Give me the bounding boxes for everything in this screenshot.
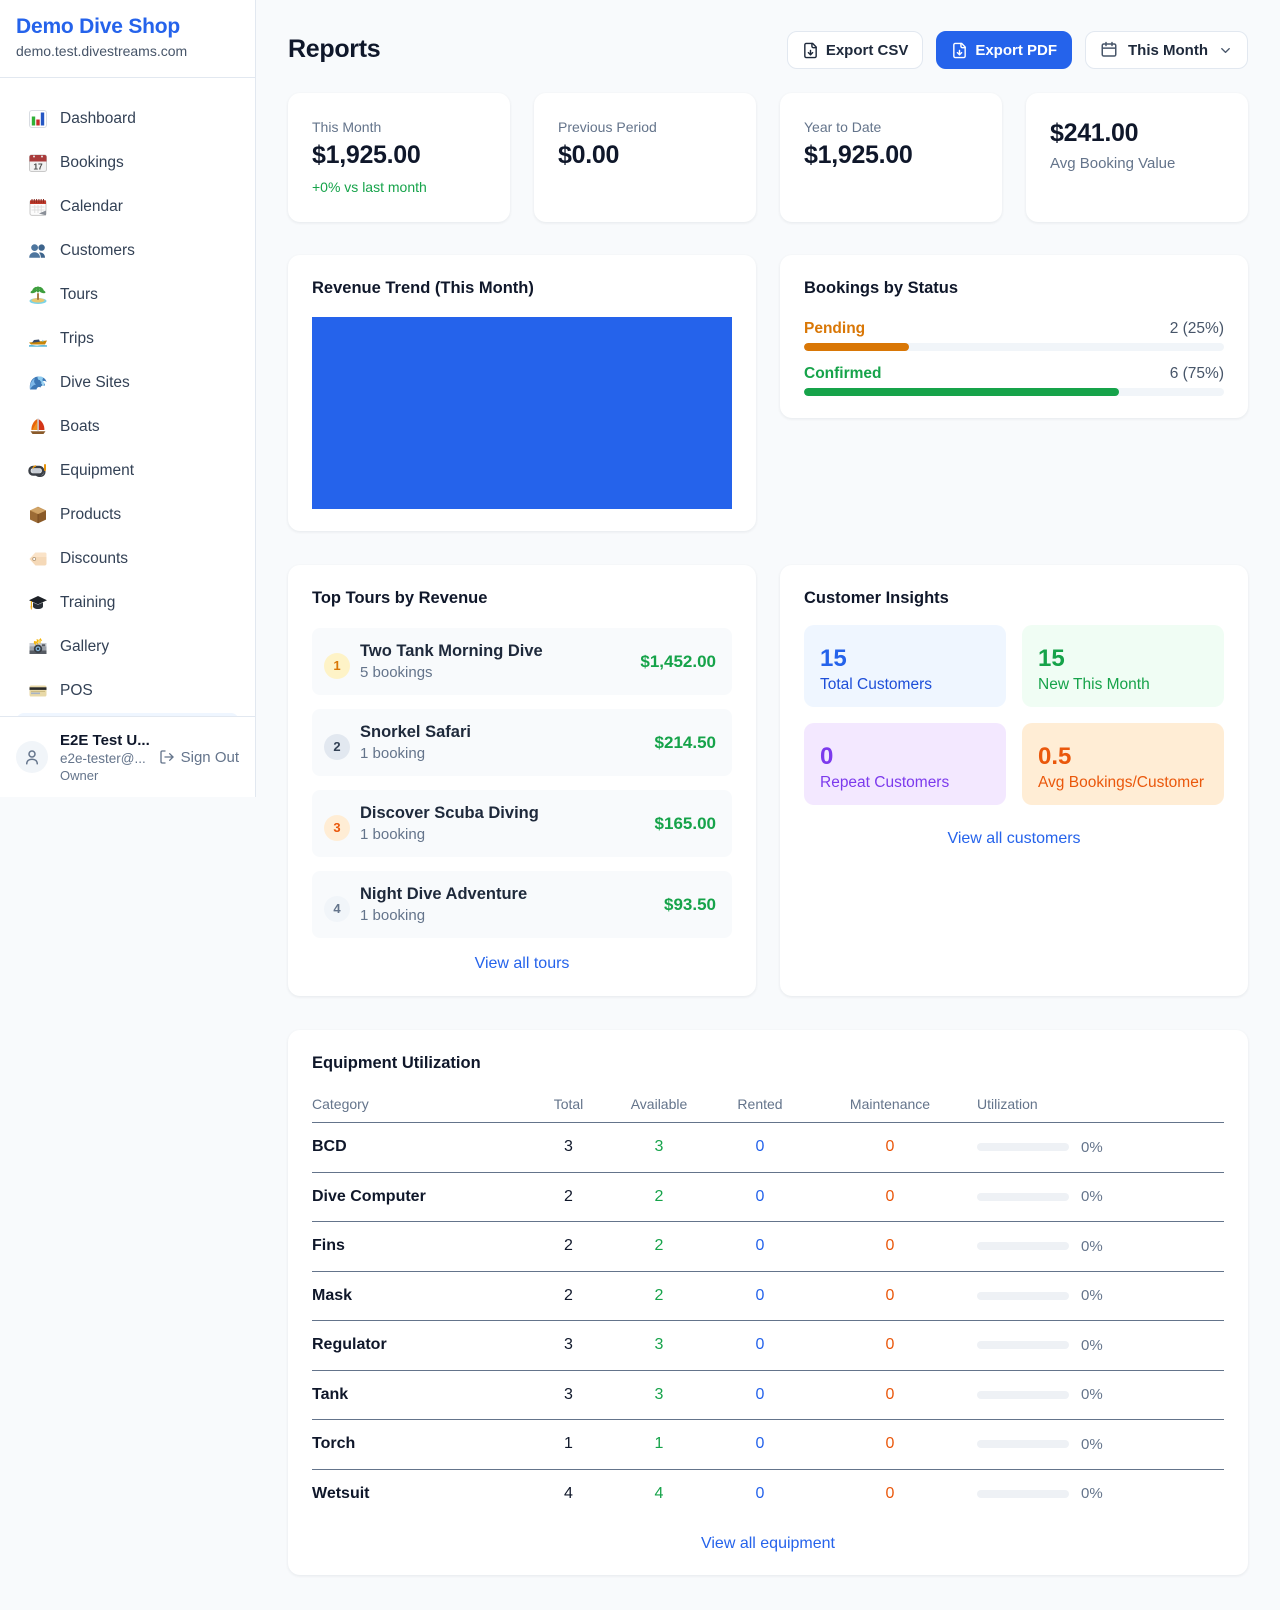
svg-text:17: 17 [33, 161, 43, 171]
